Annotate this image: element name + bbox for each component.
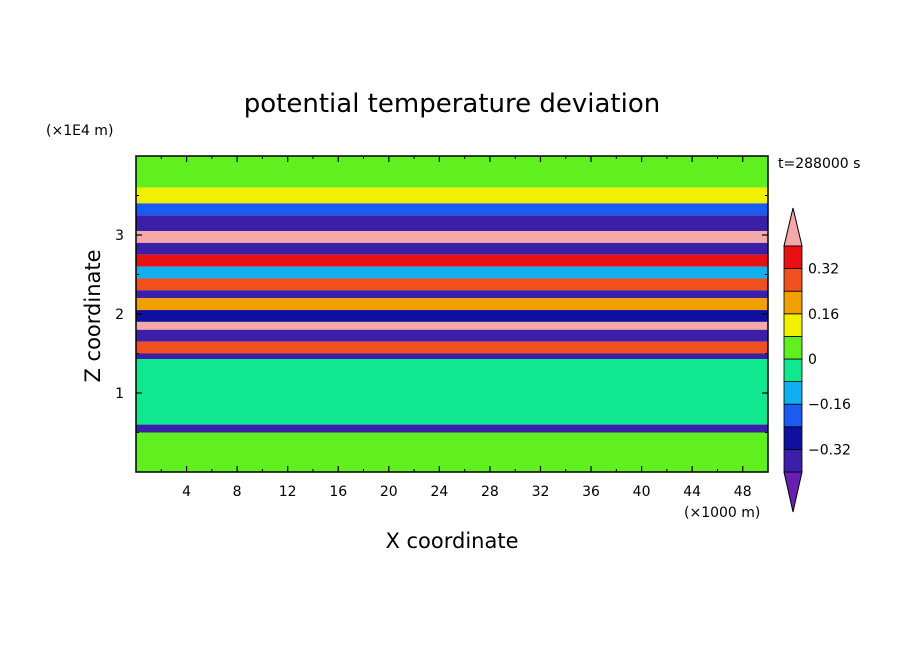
field-band-16	[136, 359, 768, 425]
x-tick-label: 28	[481, 484, 499, 500]
field-band-3	[136, 215, 768, 232]
field-band-15	[136, 353, 768, 360]
colorbar-swatch	[783, 335, 803, 360]
field-band-0	[136, 156, 768, 188]
field-band-6	[136, 254, 768, 267]
colorbar: 0.32 0.16 0 −0.16 −0.32	[783, 207, 851, 513]
colorbar-tick-label: −0.32	[808, 442, 851, 458]
colorbar-swatch	[783, 426, 803, 450]
colorbar-bottom-arrow	[783, 471, 803, 513]
x-tick-label: 48	[734, 484, 752, 500]
colorbar-tick-label: −0.16	[808, 397, 851, 413]
y-tick-label: 1	[115, 386, 124, 402]
colorbar-tick-label: 0.16	[808, 307, 839, 323]
colorbar-swatch	[783, 358, 803, 383]
colorbar-swatch	[783, 403, 803, 428]
x-tick-label: 40	[633, 484, 651, 500]
x-axis-label: X coordinate	[385, 529, 518, 553]
field-band-13	[136, 329, 768, 342]
x-tick-label: 24	[430, 484, 448, 500]
field-band-9	[136, 290, 768, 299]
field-band-14	[136, 341, 768, 354]
x-tick-label: 44	[683, 484, 701, 500]
colorbar-swatch	[783, 313, 803, 337]
colorbar-swatch	[783, 381, 803, 405]
chart-title: potential temperature deviation	[244, 89, 660, 119]
x-tick-label: 4	[182, 484, 191, 500]
colorbar-tick-label: 0.32	[808, 262, 839, 278]
x-tick-label: 36	[582, 484, 600, 500]
colorbar-swatch	[783, 245, 803, 270]
x-axis-unit: (×1000 m)	[684, 505, 760, 521]
field-band-10	[136, 298, 768, 311]
y-tick-label: 2	[115, 307, 124, 323]
colorbar-swatch	[783, 448, 803, 473]
x-tick-label: 20	[380, 484, 398, 500]
field-band-18	[136, 432, 768, 472]
x-tick-label: 12	[279, 484, 297, 500]
colorbar-swatch	[783, 290, 803, 315]
x-tick-label: 32	[532, 484, 550, 500]
field-band-1	[136, 187, 768, 204]
field-band-7	[136, 266, 768, 279]
y-tick-label: 3	[115, 228, 124, 244]
x-axis-ticks: 4 8 12 16 20 24 28 32 36 40 44 48	[160, 156, 752, 500]
field-band-5	[136, 242, 768, 255]
contour-field	[136, 156, 768, 472]
y-axis-label: Z coordinate	[81, 249, 105, 382]
field-band-2	[136, 203, 768, 216]
field-band-11	[136, 310, 768, 322]
field-band-4	[136, 231, 768, 243]
x-tick-label: 16	[329, 484, 347, 500]
field-band-17	[136, 424, 768, 433]
field-band-12	[136, 321, 768, 330]
field-band-8	[136, 278, 768, 291]
x-tick-label: 8	[233, 484, 242, 500]
y-axis-unit: (×1E4 m)	[46, 123, 113, 139]
colorbar-top-arrow	[783, 207, 803, 247]
colorbar-swatch	[783, 268, 803, 292]
colorbar-tick-label: 0	[808, 352, 817, 368]
time-label: t=288000 s	[778, 156, 860, 172]
y-axis-ticks: 1 2 3	[115, 195, 768, 433]
